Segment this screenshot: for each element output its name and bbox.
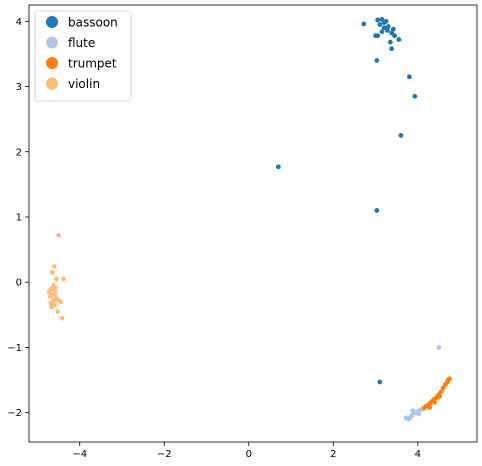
y-tick-label: 2 [16,147,22,158]
data-point-violin [59,315,65,321]
data-point-violin [56,232,61,238]
legend-label-bassoon: bassoon [68,16,118,30]
data-point-flute [407,415,413,421]
data-point-violin [47,294,53,299]
x-tick-label: −2 [157,449,172,460]
data-point-bassoon [385,24,391,29]
x-tick-label: 2 [330,449,336,460]
data-point-violin [55,309,61,314]
data-point-bassoon [374,208,380,213]
y-tick-label: 0 [16,278,22,289]
y-tick-label: 1 [16,212,22,223]
legend-box [34,10,132,102]
y-tick-label: −2 [7,408,22,419]
data-point-bassoon [412,93,418,99]
series-flute [403,345,442,422]
data-point-bassoon [392,33,397,39]
data-point-bassoon [361,21,367,27]
y-tick-label: 3 [16,82,22,93]
data-point-violin [51,264,57,269]
legend-label-violin: violin [68,77,100,91]
data-point-bassoon [406,74,412,80]
legend-marker-trumpet [46,57,58,69]
y-axis: −2 −1 0 1 2 3 4 [7,17,29,419]
series-violin [46,232,67,321]
data-point-violin [58,299,64,305]
data-point-violin [52,285,58,290]
data-point-bassoon [398,133,404,138]
x-tick-label: 0 [246,449,252,460]
data-point-bassoon [374,58,380,63]
data-point-trumpet [432,399,438,405]
data-point-bassoon [377,379,383,385]
data-point-bassoon [373,33,378,39]
x-axis: −4 −2 0 2 4 [72,442,421,460]
data-point-violin [46,289,52,295]
plot-frame [28,4,478,443]
data-point-bassoon [390,26,396,32]
data-point-bassoon [396,37,402,42]
legend: bassoon flute trumpet violin [34,10,132,102]
x-tick-label: 4 [415,449,421,460]
data-point-bassoon [275,164,281,170]
data-point-bassoon [381,25,387,31]
data-point-violin [54,276,59,282]
data-point-trumpet [447,376,452,382]
data-point-bassoon [385,28,390,33]
legend-marker-bassoon [46,16,58,28]
series-trumpet [421,376,452,411]
legend-marker-flute [46,36,58,49]
legend-marker-violin [46,77,58,90]
data-point-bassoon [387,39,393,45]
data-point-bassoon [383,18,389,24]
x-tick-label: −4 [72,449,87,460]
data-point-flute [416,411,422,417]
data-point-trumpet [437,393,443,399]
series-bassoon [275,16,418,385]
data-point-bassoon [377,22,383,27]
data-point-flute [436,345,442,350]
data-points [46,16,452,422]
data-point-bassoon [389,46,395,52]
data-point-violin [61,276,67,282]
data-point-violin [49,270,55,275]
data-point-bassoon [379,29,385,35]
legend-label-trumpet: trumpet [68,57,117,71]
data-point-violin [49,304,55,310]
data-point-trumpet [427,405,433,410]
data-point-trumpet [438,389,444,395]
y-tick-label: 4 [16,17,22,28]
y-tick-label: −1 [7,343,22,354]
legend-label-flute: flute [68,36,95,50]
data-point-bassoon [375,17,381,23]
